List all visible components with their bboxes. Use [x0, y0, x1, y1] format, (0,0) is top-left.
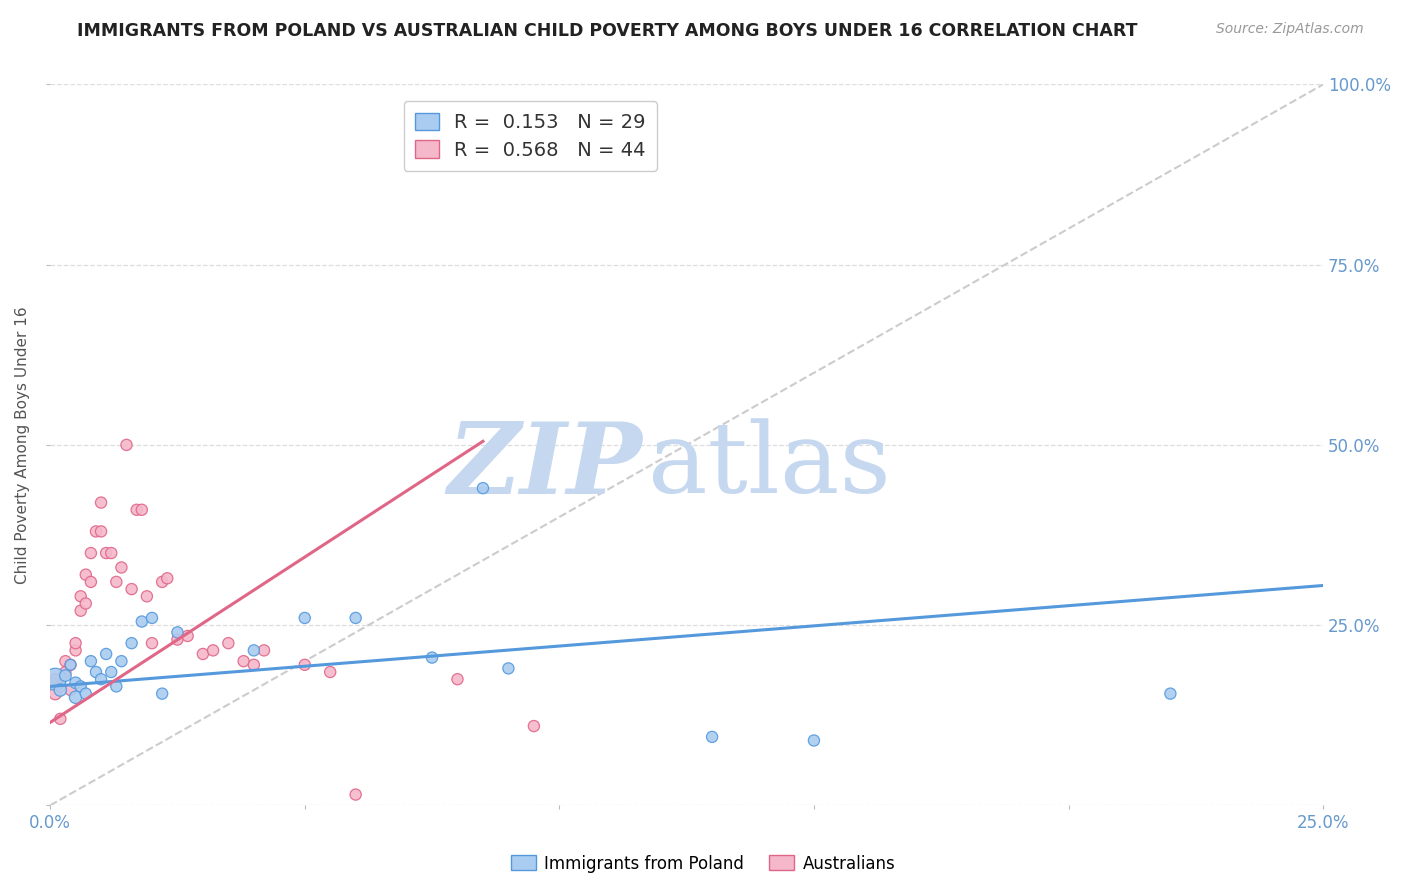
Y-axis label: Child Poverty Among Boys Under 16: Child Poverty Among Boys Under 16: [15, 306, 30, 583]
Point: [135, 589, 157, 603]
Point: [344, 611, 367, 625]
Point: [59, 657, 82, 672]
Point: [150, 574, 173, 589]
Point: [253, 643, 276, 657]
Legend: R =  0.153   N = 29, R =  0.568   N = 44: R = 0.153 N = 29, R = 0.568 N = 44: [404, 102, 657, 171]
Point: [75, 687, 97, 701]
Point: [110, 560, 132, 574]
Point: [319, 665, 342, 679]
Point: [75, 597, 97, 611]
Text: ZIP: ZIP: [447, 418, 643, 515]
Point: [100, 546, 122, 560]
Point: [446, 672, 468, 686]
Point: [176, 629, 198, 643]
Point: [80, 546, 103, 560]
Point: [84, 665, 107, 679]
Point: [65, 690, 87, 705]
Point: [121, 636, 143, 650]
Point: [191, 647, 214, 661]
Point: [94, 546, 117, 560]
Point: [420, 650, 443, 665]
Point: [105, 574, 128, 589]
Point: [80, 654, 103, 668]
Point: [55, 665, 77, 679]
Point: [141, 611, 163, 625]
Point: [65, 643, 87, 657]
Point: [1159, 687, 1181, 701]
Point: [44, 672, 66, 686]
Point: [69, 680, 91, 694]
Point: [80, 574, 103, 589]
Point: [471, 481, 494, 495]
Point: [166, 632, 188, 647]
Point: [55, 668, 77, 682]
Point: [523, 719, 546, 733]
Point: [344, 788, 367, 802]
Point: [90, 524, 112, 539]
Point: [100, 665, 122, 679]
Point: [700, 730, 723, 744]
Point: [55, 654, 77, 668]
Point: [115, 438, 138, 452]
Point: [150, 687, 173, 701]
Point: [498, 661, 520, 675]
Point: [125, 503, 148, 517]
Point: [65, 675, 87, 690]
Point: [59, 657, 82, 672]
Point: [65, 636, 87, 650]
Point: [294, 611, 316, 625]
Point: [243, 643, 266, 657]
Point: [803, 733, 825, 747]
Text: Source: ZipAtlas.com: Source: ZipAtlas.com: [1216, 22, 1364, 37]
Legend: Immigrants from Poland, Australians: Immigrants from Poland, Australians: [505, 848, 901, 880]
Point: [105, 680, 128, 694]
Point: [232, 654, 254, 668]
Point: [294, 657, 316, 672]
Point: [141, 636, 163, 650]
Point: [131, 615, 153, 629]
Text: atlas: atlas: [648, 418, 891, 515]
Point: [110, 654, 132, 668]
Point: [166, 625, 188, 640]
Point: [90, 672, 112, 686]
Point: [69, 604, 91, 618]
Point: [90, 495, 112, 509]
Point: [217, 636, 239, 650]
Point: [49, 683, 72, 698]
Point: [156, 571, 179, 585]
Point: [69, 589, 91, 603]
Point: [44, 687, 66, 701]
Point: [44, 672, 66, 686]
Point: [131, 503, 153, 517]
Text: IMMIGRANTS FROM POLAND VS AUSTRALIAN CHILD POVERTY AMONG BOYS UNDER 16 CORRELATI: IMMIGRANTS FROM POLAND VS AUSTRALIAN CHI…: [77, 22, 1137, 40]
Point: [49, 712, 72, 726]
Point: [243, 657, 266, 672]
Point: [59, 683, 82, 698]
Point: [202, 643, 225, 657]
Point: [94, 647, 117, 661]
Point: [84, 524, 107, 539]
Point: [121, 582, 143, 596]
Point: [75, 567, 97, 582]
Point: [49, 680, 72, 694]
